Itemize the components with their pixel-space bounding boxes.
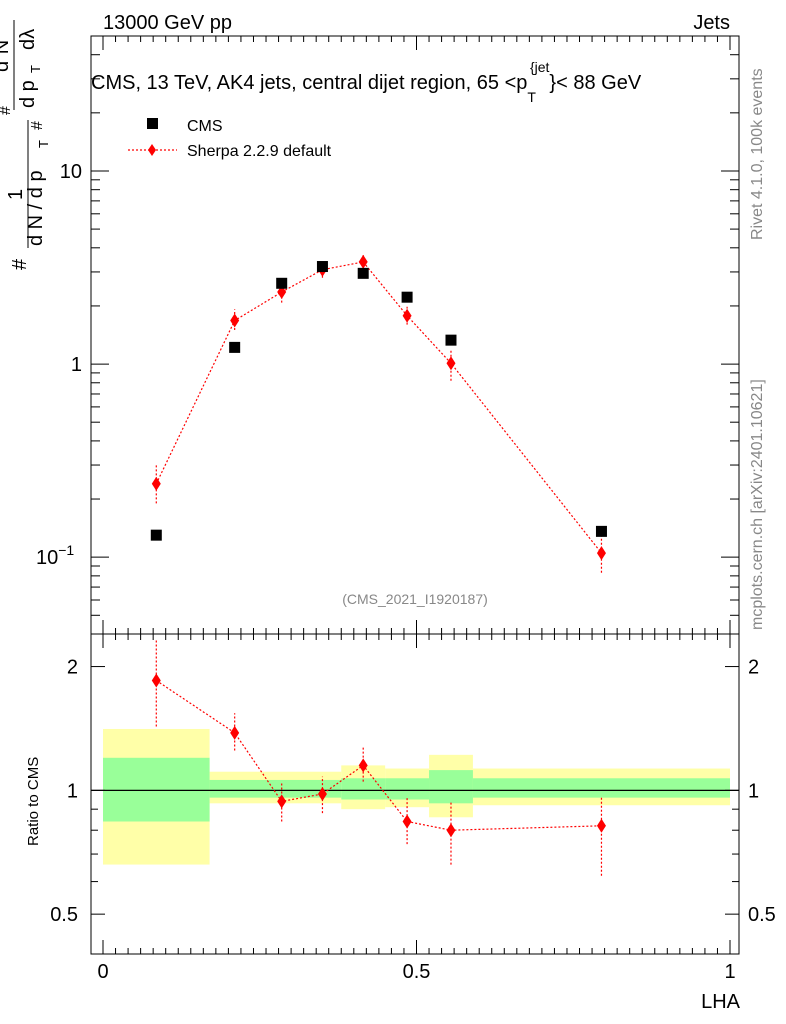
ylabel-hash1: # bbox=[9, 258, 31, 270]
ratio-y-tick-label: 2 bbox=[67, 657, 78, 679]
sherpa-point bbox=[151, 476, 161, 491]
ylabel-T1: T bbox=[36, 140, 51, 148]
ratio-y-tick-label: 1 bbox=[67, 780, 78, 802]
legend-sherpa-marker bbox=[148, 144, 156, 156]
band-inner-0 bbox=[103, 757, 210, 822]
ylabel-one: 1 bbox=[5, 189, 27, 200]
band-inner-3 bbox=[385, 778, 430, 800]
main-series-layer bbox=[150, 254, 607, 573]
main-y-tick-label: 10 bbox=[60, 161, 82, 183]
ratio-y-tick-label-right: 1 bbox=[748, 780, 759, 802]
main-y-tick-label: 10−1 bbox=[36, 542, 74, 569]
legend-cms-label: CMS bbox=[187, 118, 223, 135]
main-ylabel: # 1 d N / d p T # # d2N d p T dλ bbox=[0, 20, 51, 270]
legend: CMS Sherpa 2.2.9 default bbox=[128, 118, 332, 160]
x-tick-label: 0 bbox=[97, 961, 108, 983]
ratio-point bbox=[446, 823, 456, 838]
ratio-y-tick-label: 0.5 bbox=[50, 904, 78, 926]
ylabel-dN: d N / d p bbox=[25, 170, 47, 246]
legend-sherpa-label: Sherpa 2.2.9 default bbox=[187, 143, 332, 160]
ylabel-d: d bbox=[0, 61, 13, 72]
ylabel-hash3: # bbox=[0, 106, 14, 115]
cms-point bbox=[316, 261, 328, 273]
ratio-uncertainty-bands bbox=[103, 728, 730, 865]
band-inner-4 bbox=[429, 770, 473, 804]
rivet-label: Rivet 4.1.0, 100k events bbox=[749, 68, 766, 240]
sherpa-point bbox=[402, 308, 412, 323]
ylabel-T2: T bbox=[28, 65, 43, 73]
x-tick-label: 0.5 bbox=[403, 961, 431, 983]
ratio-point bbox=[230, 725, 240, 740]
title-tail: }< 88 GeV bbox=[549, 72, 641, 94]
ratio-ylabel: Ratio to CMS bbox=[25, 757, 42, 846]
x-tick-label: 1 bbox=[724, 961, 735, 983]
ratio-y-tick-label-right: 0.5 bbox=[748, 904, 776, 926]
ratio-point bbox=[317, 786, 327, 801]
ratio-y-tick-label-right: 2 bbox=[748, 657, 759, 679]
ratio-point bbox=[402, 814, 412, 829]
plot-title: CMS, 13 TeV, AK4 jets, central dijet reg… bbox=[91, 59, 642, 105]
cms-point bbox=[595, 525, 607, 537]
main-y-tick-label: 1 bbox=[71, 354, 82, 376]
cms-point bbox=[150, 529, 162, 541]
ratio-point bbox=[358, 758, 368, 773]
title-subscript: T bbox=[527, 89, 536, 105]
ratio-line bbox=[155, 679, 602, 831]
band-inner-2 bbox=[341, 778, 386, 800]
ratio-series-layer bbox=[151, 640, 606, 876]
sherpa-line bbox=[155, 261, 602, 554]
ylabel-dpT: d p bbox=[17, 80, 39, 108]
ylabel-d2N: d2N bbox=[0, 40, 13, 72]
cms-point bbox=[401, 291, 413, 303]
ratio-point bbox=[277, 794, 287, 809]
cms-point bbox=[229, 341, 241, 353]
x-axis-label: LHA bbox=[701, 991, 741, 1013]
header-right: Jets bbox=[693, 12, 730, 34]
cms-point bbox=[357, 267, 369, 279]
cms-point bbox=[276, 277, 288, 289]
title-superscript: {jet bbox=[530, 59, 550, 75]
band-inner-1 bbox=[209, 779, 342, 798]
header-left: 13000 GeV pp bbox=[103, 12, 232, 34]
sherpa-point bbox=[358, 254, 368, 269]
analysis-watermark: (CMS_2021_I1920187) bbox=[342, 591, 488, 607]
ratio-point bbox=[596, 818, 606, 833]
ylabel-two: 2 bbox=[0, 54, 3, 61]
cms-point bbox=[445, 334, 457, 346]
sherpa-point bbox=[596, 546, 606, 561]
legend-cms-marker bbox=[147, 118, 158, 129]
title-main: CMS, 13 TeV, AK4 jets, central dijet reg… bbox=[91, 72, 527, 94]
ylabel-N: N bbox=[0, 40, 13, 54]
ratio-point bbox=[151, 673, 161, 688]
sherpa-point bbox=[230, 313, 240, 328]
sherpa-point bbox=[446, 356, 456, 371]
ylabel-hash2: # bbox=[29, 121, 46, 130]
ratio-panel-frame bbox=[90, 633, 740, 955]
ylabel-dlambda: dλ bbox=[17, 29, 39, 50]
axis-ticks: 10−1 1 10 0 0.5 1 0.5 0.5 1 1 2 2 bbox=[36, 35, 776, 983]
mcplots-label: mcplots.cern.ch [arXiv:2401.10621] bbox=[749, 379, 766, 630]
band-inner-5 bbox=[472, 778, 730, 798]
